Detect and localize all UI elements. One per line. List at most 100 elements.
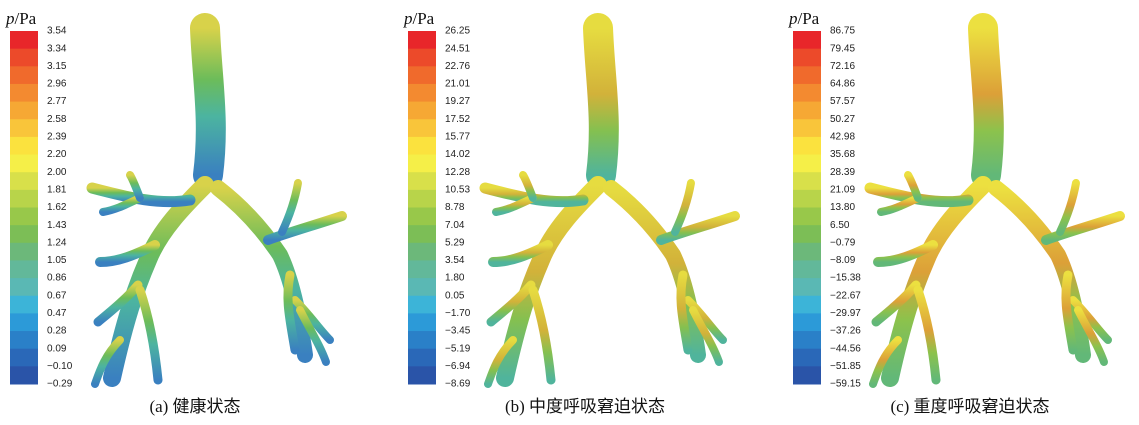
airway-b	[485, 28, 735, 384]
caption: (a) 健康状态	[149, 397, 240, 416]
scale-segment	[10, 278, 38, 296]
scale-segment	[793, 84, 821, 102]
scale-segment	[10, 84, 38, 102]
scale-label: 19.27	[445, 96, 470, 107]
scale-segment	[793, 172, 821, 190]
unit-symbol: p	[5, 9, 15, 28]
scale-label: 1.43	[47, 220, 67, 231]
scale-segment	[408, 366, 436, 384]
airway-c	[870, 28, 1120, 384]
scale-segment	[793, 102, 821, 120]
unit-label: p/Pa	[403, 9, 435, 28]
scale-segment	[793, 366, 821, 384]
scale-segment	[408, 155, 436, 173]
scale-label: 5.29	[445, 237, 465, 248]
scale-label: −29.97	[830, 308, 861, 319]
scale-segment	[793, 66, 821, 84]
figure: p/Pa3.543.343.152.962.772.582.392.202.00…	[0, 0, 1139, 425]
scale-segment	[10, 313, 38, 331]
scale-label: 6.50	[830, 220, 850, 231]
scale-label: 0.09	[47, 343, 67, 354]
scale-segment	[793, 278, 821, 296]
scale-segment	[408, 225, 436, 243]
scale-label: −8.09	[830, 255, 856, 266]
scale-label: 2.58	[47, 114, 67, 125]
scale-label: 0.28	[47, 326, 67, 337]
scale-label: 1.62	[47, 202, 67, 213]
scale-label: 3.54	[445, 255, 465, 266]
scale-label: 35.68	[830, 149, 855, 160]
scale-segment	[10, 102, 38, 120]
scale-segment	[408, 331, 436, 349]
scale-label: −0.10	[47, 361, 73, 372]
scale-segment	[10, 155, 38, 173]
scale-label: 2.77	[47, 96, 67, 107]
scale-label: 7.04	[445, 220, 465, 231]
unit-symbol: p	[788, 9, 798, 28]
scale-segment	[10, 366, 38, 384]
color-scale: p/Pa26.2524.5122.7621.0119.2717.5215.771…	[403, 9, 471, 390]
caption: (b) 中度呼吸窘迫状态	[505, 397, 665, 416]
unit-symbol: p	[403, 9, 413, 28]
scale-segment	[408, 31, 436, 49]
scale-label: 1.05	[47, 255, 67, 266]
scale-segment	[10, 243, 38, 261]
scale-label: 26.25	[445, 26, 470, 37]
scale-segment	[10, 331, 38, 349]
scale-segment	[408, 66, 436, 84]
scale-label: 24.51	[445, 43, 470, 54]
unit: /Pa	[413, 9, 435, 28]
scale-label: −6.94	[445, 361, 471, 372]
scale-label: −8.69	[445, 379, 471, 390]
scale-segment	[10, 172, 38, 190]
scale-label: −59.15	[830, 379, 861, 390]
unit: /Pa	[15, 9, 37, 28]
scale-label: 3.15	[47, 61, 67, 72]
scale-label: 21.09	[830, 184, 855, 195]
scale-segment	[793, 260, 821, 278]
scale-label: 42.98	[830, 132, 855, 143]
scale-label: 72.16	[830, 61, 855, 72]
scale-label: 2.96	[47, 79, 67, 90]
scale-segment	[10, 208, 38, 226]
scale-segment	[408, 313, 436, 331]
scale-segment	[10, 225, 38, 243]
scale-segment	[793, 49, 821, 67]
scale-label: 10.53	[445, 184, 470, 195]
scale-segment	[408, 49, 436, 67]
scale-segment	[408, 84, 436, 102]
scale-segment	[793, 331, 821, 349]
scale-segment	[10, 49, 38, 67]
scale-label: 79.45	[830, 43, 855, 54]
scale-segment	[408, 260, 436, 278]
scale-label: 86.75	[830, 26, 855, 37]
scale-label: 17.52	[445, 114, 470, 125]
scale-segment	[793, 225, 821, 243]
scale-label: 3.34	[47, 43, 67, 54]
scale-segment	[793, 313, 821, 331]
scale-label: 2.39	[47, 132, 67, 143]
scale-label: 57.57	[830, 96, 855, 107]
scale-segment	[408, 190, 436, 208]
color-scale: p/Pa3.543.343.152.962.772.582.392.202.00…	[5, 9, 73, 390]
scale-label: −15.38	[830, 273, 861, 284]
scale-segment	[408, 102, 436, 120]
scale-label: 21.01	[445, 79, 470, 90]
scale-segment	[793, 243, 821, 261]
scale-segment	[10, 190, 38, 208]
scale-segment	[408, 137, 436, 155]
scale-label: 1.81	[47, 184, 67, 195]
scale-segment	[793, 349, 821, 367]
scale-label: 0.67	[47, 290, 67, 301]
scale-segment	[408, 243, 436, 261]
color-scale: p/Pa86.7579.4572.1664.8657.5750.2742.983…	[788, 9, 861, 390]
scale-label: 15.77	[445, 132, 470, 143]
scale-label: −0.29	[47, 379, 73, 390]
scale-label: 14.02	[445, 149, 470, 160]
scale-label: 50.27	[830, 114, 855, 125]
scale-label: −3.45	[445, 326, 471, 337]
scale-segment	[793, 296, 821, 314]
caption: (c) 重度呼吸窘迫状态	[890, 397, 1049, 416]
scale-segment	[793, 31, 821, 49]
scale-label: −0.79	[830, 237, 856, 248]
